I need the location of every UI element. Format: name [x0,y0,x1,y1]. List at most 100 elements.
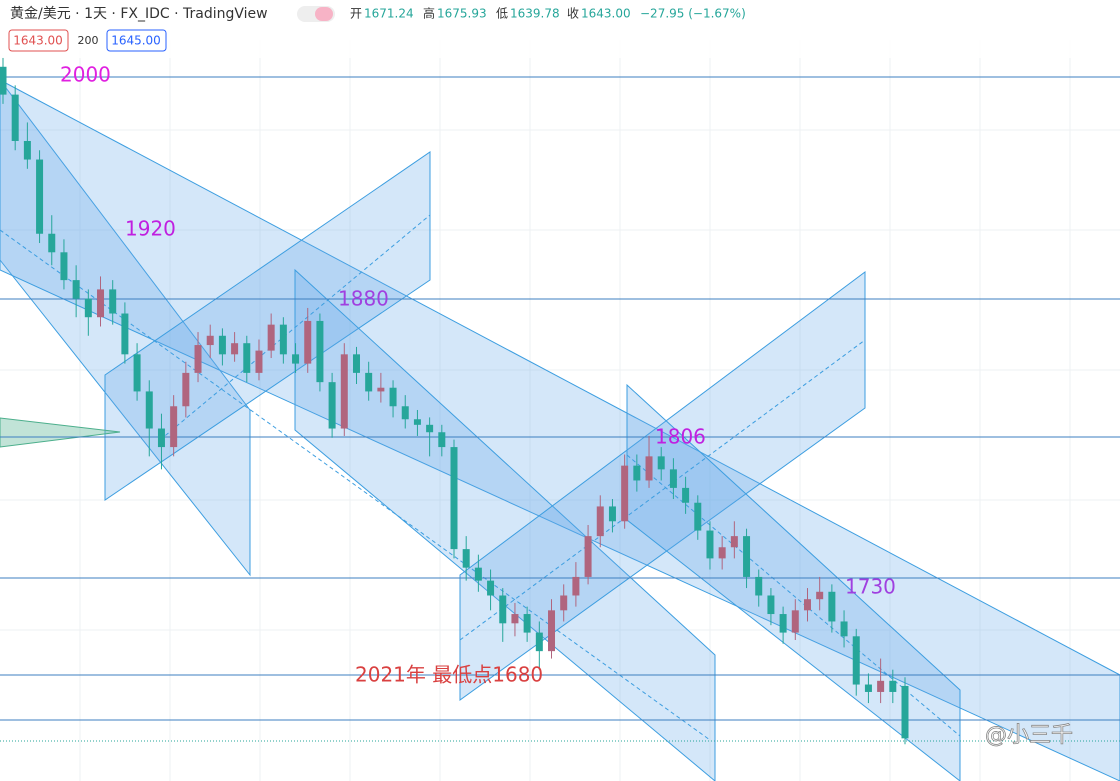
candle-body [340,354,348,429]
annotation: 1880 [338,287,389,311]
bid: 1643.00 [13,34,63,48]
candle-body [548,610,556,652]
candle-body [109,289,117,314]
symbol[interactable]: 黄金/美元 · 1天 · FX_IDC · TradingView [10,5,268,22]
candle-body [791,610,799,633]
candle-body [365,372,373,392]
watermark: @小三千 [985,723,1073,748]
candle-body [840,621,848,637]
candle-body [462,549,470,568]
candle-body [584,536,592,577]
candle-body [0,66,7,95]
channels [0,79,1120,781]
candle-body [267,324,275,351]
candle-body [828,591,836,622]
candle-body [450,447,458,550]
candle-body [889,680,897,692]
header-bg [0,0,1120,58]
green-wedge [0,417,121,448]
candles [0,57,909,745]
candle-body [803,599,811,611]
annotation: 1806 [655,425,706,449]
toggle-knob[interactable] [315,7,333,21]
candle-body [572,576,580,596]
candle-body [401,406,409,420]
candle-body [377,387,385,392]
ask: 1645.00 [111,34,161,48]
candle-body [11,94,19,141]
candle-body [767,595,775,615]
ohlc-value: 1639.78 [510,7,560,21]
candle-body [60,252,68,281]
candle-body [133,354,141,392]
candle-body [48,233,56,253]
ohlc-value: 1675.93 [437,7,487,21]
annotation: 1730 [845,575,896,599]
ohlc-value: 1671.24 [364,7,414,21]
candle-body [816,591,824,600]
candle-body [682,487,690,503]
candle-body [621,465,629,522]
candle-body [877,680,885,692]
grid [0,40,1120,781]
candle-body [170,406,178,448]
candle-body [145,391,153,429]
candle-body [657,456,665,470]
candle-body [292,354,300,364]
candle-body [669,469,677,488]
candle-body [743,536,751,577]
candle-body [560,595,568,611]
candle-body [535,632,543,652]
candle-body [413,419,421,425]
candle-body [864,684,872,692]
candle-body [84,298,92,318]
candle-body [633,465,641,481]
change: −27.95 (−1.67%) [640,7,746,21]
candle-body [194,345,202,373]
candle-body [121,313,129,355]
bid-box[interactable] [8,29,69,52]
ohlc-label: 高 [423,6,435,21]
candle-body [645,456,653,481]
candle-body [97,289,105,318]
annotation: 2000 [60,63,111,87]
candle-body [755,576,763,596]
candle-body [231,343,239,355]
candle-body [523,614,531,633]
candle-body [255,350,263,373]
candle-body [304,320,312,364]
candle-body [279,324,287,355]
ohlc-value: 1643.00 [581,7,631,21]
candle-body [474,567,482,581]
candle-body [596,506,604,537]
candle-body [718,547,726,559]
candle-body [182,372,190,407]
candle-body [72,280,80,299]
spread: 200 [78,34,99,47]
annotation: 2021年 最低点1680 [355,663,543,687]
candle-body [730,536,738,548]
candle-body [328,382,336,429]
candle-body [316,320,324,383]
candle-body [499,595,507,624]
candle-body [901,685,909,739]
level-lines [0,76,1120,721]
candle-body [218,335,226,355]
candle-body [706,530,714,559]
candle-body [694,502,702,531]
candle-body [487,580,495,596]
candle-body [426,424,434,433]
annotation: 1920 [125,217,176,241]
candle-body [23,140,31,160]
candle-body [511,614,519,624]
candle-body [243,343,251,373]
candle-body [608,506,616,522]
candle-body [36,159,44,234]
candle-body [779,614,787,633]
ohlc-label: 开 [350,7,362,21]
candle-body [352,354,360,373]
candle-body [852,636,860,685]
ask-box[interactable] [106,29,167,52]
